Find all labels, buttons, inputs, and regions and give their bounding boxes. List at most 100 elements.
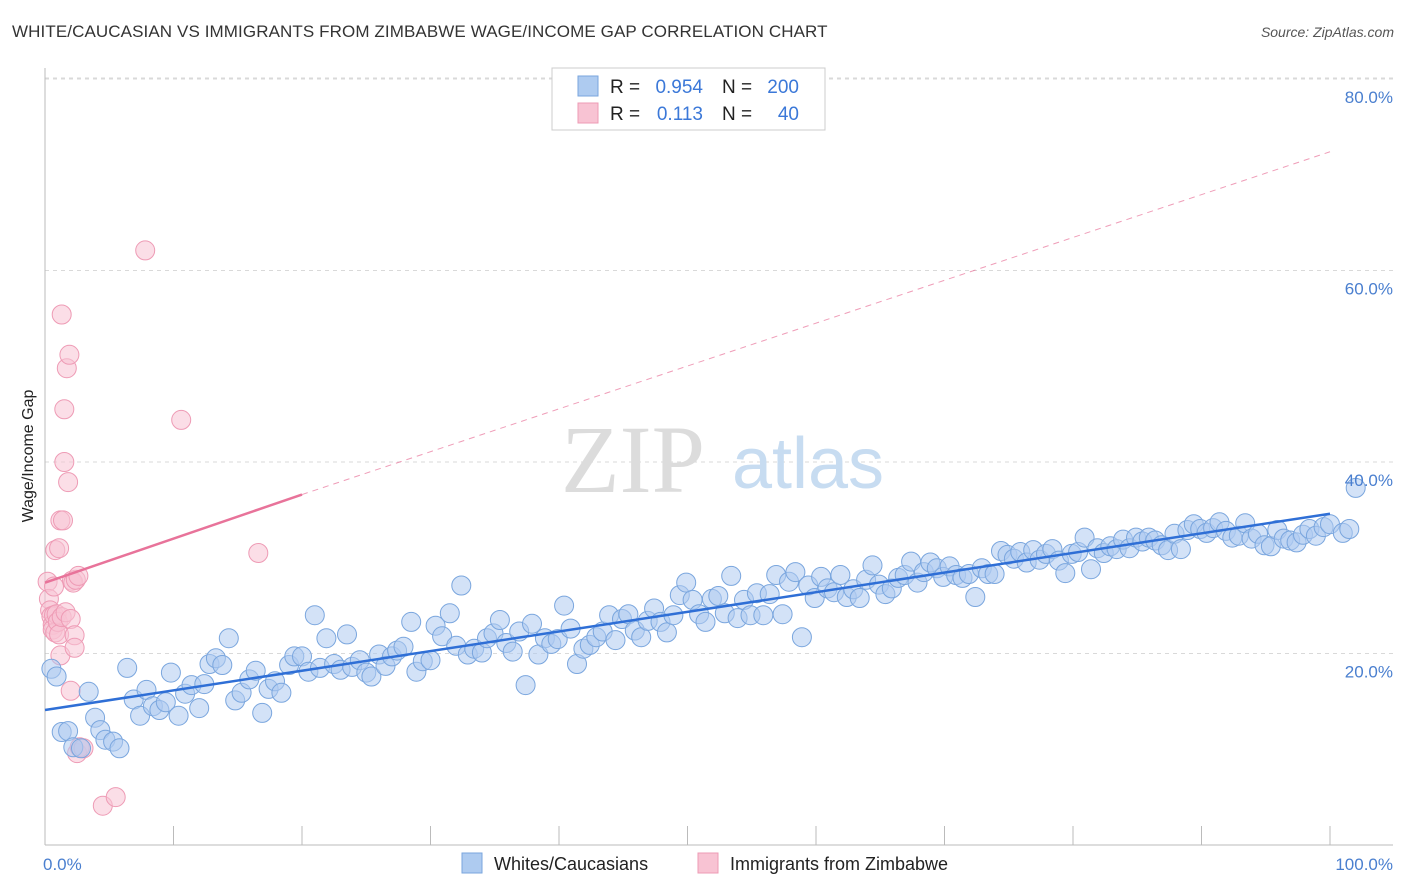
whites-point-74 bbox=[515, 675, 536, 696]
x-tick-label-0: 0.0% bbox=[43, 855, 82, 874]
legend-swatch-pink bbox=[577, 102, 599, 124]
whites-point-111 bbox=[753, 605, 774, 626]
legend-n-label-1: N = bbox=[722, 77, 752, 98]
bottom-legend-zimbabwe: Immigrants from Zimbabwe bbox=[730, 854, 948, 874]
y-tick-label-0: 20.0% bbox=[1345, 663, 1393, 682]
correlation-legend: R = 0.954 N = 200 R = 0.113 N = 40 bbox=[551, 67, 826, 131]
series-legend: Whites/Caucasians Immigrants from Zimbab… bbox=[461, 852, 948, 874]
whites-point-96 bbox=[656, 622, 677, 643]
legend-n-value-2: 40 bbox=[778, 104, 799, 125]
legend-r-value-1: 0.954 bbox=[655, 77, 703, 98]
whites-point-128 bbox=[862, 555, 883, 576]
zimbabwe-point-30 bbox=[64, 637, 85, 658]
legend-n-value-1: 200 bbox=[767, 77, 799, 98]
zimbabwe-point-18 bbox=[53, 510, 73, 531]
legend-r-label-1: R = bbox=[610, 77, 640, 98]
y-tick-label-2: 60.0% bbox=[1345, 280, 1393, 299]
whites-point-36 bbox=[271, 682, 292, 703]
zimbabwe-point-23 bbox=[58, 472, 79, 493]
whites-point-11 bbox=[109, 738, 130, 759]
zimbabwe-point-20 bbox=[54, 452, 75, 472]
zimbabwe-point-13 bbox=[49, 538, 70, 559]
zimbabwe-point-24 bbox=[59, 344, 80, 365]
whites-point-59 bbox=[420, 650, 441, 671]
whites-point-20 bbox=[168, 705, 189, 726]
whites-point-1 bbox=[46, 666, 67, 687]
legend-swatch-blue bbox=[577, 75, 599, 97]
whites-point-114 bbox=[772, 604, 793, 625]
whites-point-33 bbox=[252, 702, 273, 723]
zimbabwe-trend-line-extended bbox=[301, 151, 1331, 496]
whites-point-56 bbox=[401, 611, 422, 632]
whites-point-32 bbox=[245, 660, 266, 681]
whites-point-144 bbox=[965, 587, 986, 607]
whites-point-70 bbox=[489, 610, 510, 630]
whites-point-28 bbox=[218, 628, 239, 649]
legend-r-label-2: R = bbox=[610, 104, 640, 125]
whites-point-72 bbox=[502, 641, 523, 662]
grid-lines bbox=[45, 77, 1393, 654]
zimbabwe-point-40 bbox=[248, 543, 269, 563]
zimbabwe-point-33 bbox=[68, 565, 89, 586]
whites-point-50 bbox=[361, 666, 382, 687]
whites-point-158 bbox=[1055, 563, 1076, 584]
whites-point-123 bbox=[830, 565, 851, 585]
zimbabwe-trend-line bbox=[44, 493, 303, 584]
whites-point-12 bbox=[117, 657, 138, 678]
whites-trend-line bbox=[44, 512, 1331, 712]
whites-point-202 bbox=[1345, 477, 1366, 498]
whites-point-116 bbox=[785, 562, 806, 583]
whites-point-126 bbox=[849, 588, 870, 608]
whites-point-102 bbox=[695, 611, 716, 632]
zimbabwe-point-19 bbox=[54, 399, 75, 420]
whites-point-201 bbox=[1339, 519, 1360, 539]
whites-point-61 bbox=[432, 626, 453, 647]
whites-point-23 bbox=[189, 698, 210, 719]
source-credit: Source: ZipAtlas.com bbox=[1260, 24, 1394, 40]
series-zimbabwe-points bbox=[37, 240, 269, 816]
whites-point-176 bbox=[1170, 539, 1191, 560]
zimbabwe-point-39 bbox=[171, 409, 192, 430]
whites-point-106 bbox=[721, 565, 742, 586]
y-axis-label: Wage/Income Gap bbox=[20, 390, 37, 523]
zimbabwe-point-25 bbox=[60, 609, 81, 629]
bottom-legend-swatch-whites bbox=[461, 852, 483, 874]
bottom-legend-swatch-zimbabwe bbox=[697, 852, 719, 874]
legend-n-label-2: N = bbox=[722, 104, 752, 125]
whites-point-99 bbox=[676, 572, 697, 593]
bottom-legend-whites: Whites/Caucasians bbox=[494, 854, 648, 874]
whites-point-6 bbox=[78, 681, 99, 702]
whites-point-64 bbox=[451, 575, 472, 596]
whites-point-41 bbox=[304, 605, 325, 626]
whites-point-5 bbox=[71, 738, 91, 759]
whites-point-43 bbox=[316, 628, 337, 649]
whites-point-104 bbox=[708, 586, 729, 606]
whites-point-27 bbox=[212, 655, 233, 675]
whites-point-88 bbox=[605, 630, 626, 651]
chart-title: WHITE/CAUCASIAN VS IMMIGRANTS FROM ZIMBA… bbox=[12, 22, 828, 41]
axes bbox=[44, 68, 1393, 846]
trend-lines bbox=[44, 151, 1331, 712]
whites-point-80 bbox=[554, 595, 575, 616]
zimbabwe-point-16 bbox=[51, 304, 72, 325]
zimbabwe-point-37 bbox=[105, 787, 126, 808]
tick-labels: 20.0% 40.0% 60.0% 80.0% 0.0% 100.0% bbox=[43, 88, 1393, 874]
whites-point-75 bbox=[522, 613, 542, 634]
whites-point-147 bbox=[984, 564, 1005, 584]
whites-point-62 bbox=[439, 603, 460, 624]
zimbabwe-point-38 bbox=[135, 240, 156, 261]
y-tick-label-1: 40.0% bbox=[1345, 471, 1393, 490]
watermark-atlas: atlas bbox=[732, 424, 884, 504]
y-tick-label-3: 80.0% bbox=[1345, 88, 1393, 107]
series-whites-points bbox=[41, 477, 1366, 759]
whites-point-19 bbox=[160, 662, 181, 683]
watermark: ZIP atlas bbox=[561, 406, 884, 513]
zimbabwe-point-26 bbox=[60, 680, 81, 701]
whites-point-162 bbox=[1081, 559, 1101, 580]
whites-point-117 bbox=[791, 627, 812, 648]
x-tick-label-1: 100.0% bbox=[1335, 855, 1393, 874]
watermark-zip: ZIP bbox=[561, 406, 705, 513]
legend-r-value-2: 0.113 bbox=[657, 104, 703, 125]
whites-point-46 bbox=[337, 624, 357, 645]
